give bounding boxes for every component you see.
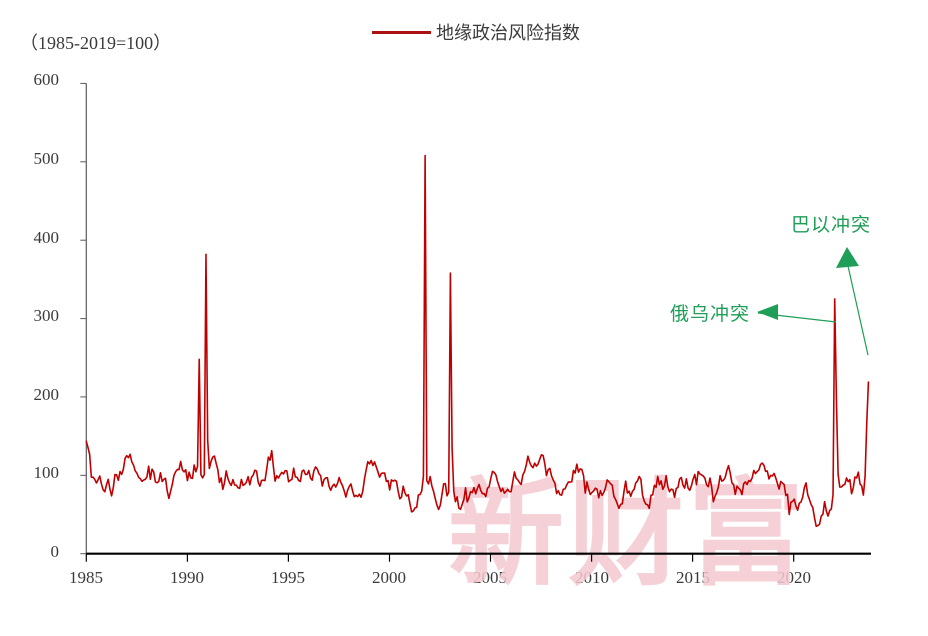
svg-text:俄乌冲突: 俄乌冲突 — [670, 303, 750, 325]
svg-text:巴以冲突: 巴以冲突 — [791, 214, 871, 236]
